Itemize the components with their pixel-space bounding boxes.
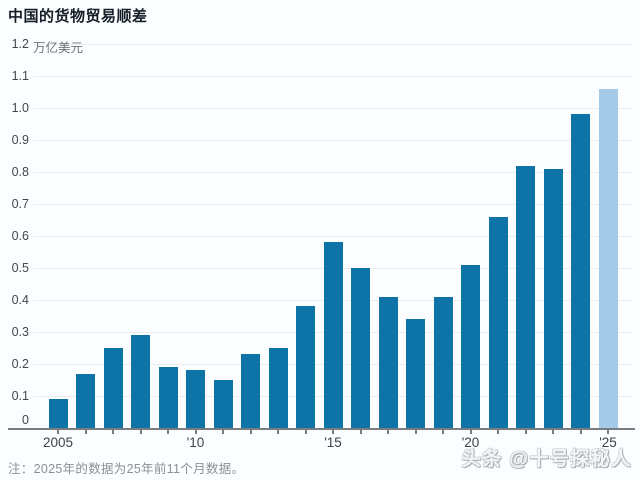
gridline <box>33 203 633 205</box>
x-tick-2008 <box>139 430 142 434</box>
y-axis-unit-label: 万亿美元 <box>33 40 84 55</box>
bar-2020 <box>461 264 480 428</box>
x-tick-2012 <box>249 430 252 434</box>
bar-2021 <box>488 216 508 428</box>
bar-2023 <box>543 168 563 428</box>
x-tick-2007 <box>112 430 114 434</box>
x-tick-2005 <box>57 430 59 434</box>
bar-2015 <box>323 242 343 428</box>
bar-2017 <box>378 296 398 428</box>
x-tick-2011 <box>222 430 224 434</box>
bar-2019 <box>433 296 453 428</box>
y-tick-label: 0.3 <box>11 324 29 339</box>
x-tick-2017 <box>387 430 389 434</box>
x-tick-label-2025: '25 <box>599 435 617 450</box>
x-tick-label-2020: '20 <box>461 435 480 450</box>
y-tick-label: 0.4 <box>11 292 29 307</box>
y-tick-label: 1.1 <box>11 68 29 83</box>
gridline <box>33 75 633 77</box>
bar-2008 <box>131 335 150 428</box>
bar-2010 <box>186 370 205 428</box>
x-tick-2006 <box>84 430 87 434</box>
bar-2012 <box>241 354 260 428</box>
y-tick-label: 0.2 <box>11 356 29 371</box>
y-tick-label: 0.8 <box>11 164 29 179</box>
x-tick-2018 <box>414 430 417 434</box>
bar-2011 <box>213 380 233 428</box>
x-tick-label-2015: '15 <box>324 435 342 450</box>
bar-2016 <box>351 268 370 428</box>
y-tick-label: 0.7 <box>11 196 29 211</box>
x-tick-2022 <box>524 430 527 434</box>
bar-2009 <box>158 367 178 428</box>
x-tick-label-2010: '10 <box>186 435 205 450</box>
x-tick-label-2005: 2005 <box>42 435 74 450</box>
gridline <box>33 107 633 109</box>
bar-2022 <box>516 165 535 428</box>
footnote: 注：2025年的数据为25年前11个月数据。 <box>8 462 245 476</box>
y-tick-label: 1.0 <box>11 100 29 115</box>
y-tick-label: 1.2 <box>11 36 29 51</box>
gridline <box>33 43 633 45</box>
x-tick-2014 <box>304 430 307 434</box>
bar-2014 <box>296 306 315 428</box>
bar-2025 <box>598 88 618 428</box>
x-tick-2020 <box>469 430 472 434</box>
x-tick-2010 <box>194 430 197 434</box>
bar-2013 <box>268 348 288 428</box>
x-tick-2019 <box>442 430 444 434</box>
bar-2024 <box>571 114 590 428</box>
x-tick-2013 <box>277 430 279 434</box>
y-tick-label: 0.1 <box>11 388 29 403</box>
chart-title: 中国的货物贸易顺差 <box>8 8 148 25</box>
bar-2005 <box>48 399 68 428</box>
x-tick-2024 <box>579 430 582 434</box>
y-tick-label: 0.6 <box>11 228 29 243</box>
y-tick-label: 0.5 <box>11 260 29 275</box>
y-tick-label: 0 <box>22 413 29 427</box>
gridline <box>33 171 633 173</box>
x-tick-2015 <box>332 430 334 434</box>
gridline <box>33 235 633 237</box>
x-tick-2023 <box>552 430 554 434</box>
x-tick-2009 <box>167 430 169 434</box>
x-axis-line <box>8 428 635 430</box>
x-tick-2025 <box>607 430 609 434</box>
bar-2006 <box>76 373 95 428</box>
bar-2018 <box>406 319 425 428</box>
y-tick-label: 0.9 <box>11 132 29 147</box>
x-tick-2021 <box>497 430 499 434</box>
watermark: 头条 @十号探秘人 <box>461 449 632 470</box>
gridline <box>33 139 633 141</box>
x-tick-2016 <box>359 430 362 434</box>
bar-2007 <box>103 348 123 428</box>
